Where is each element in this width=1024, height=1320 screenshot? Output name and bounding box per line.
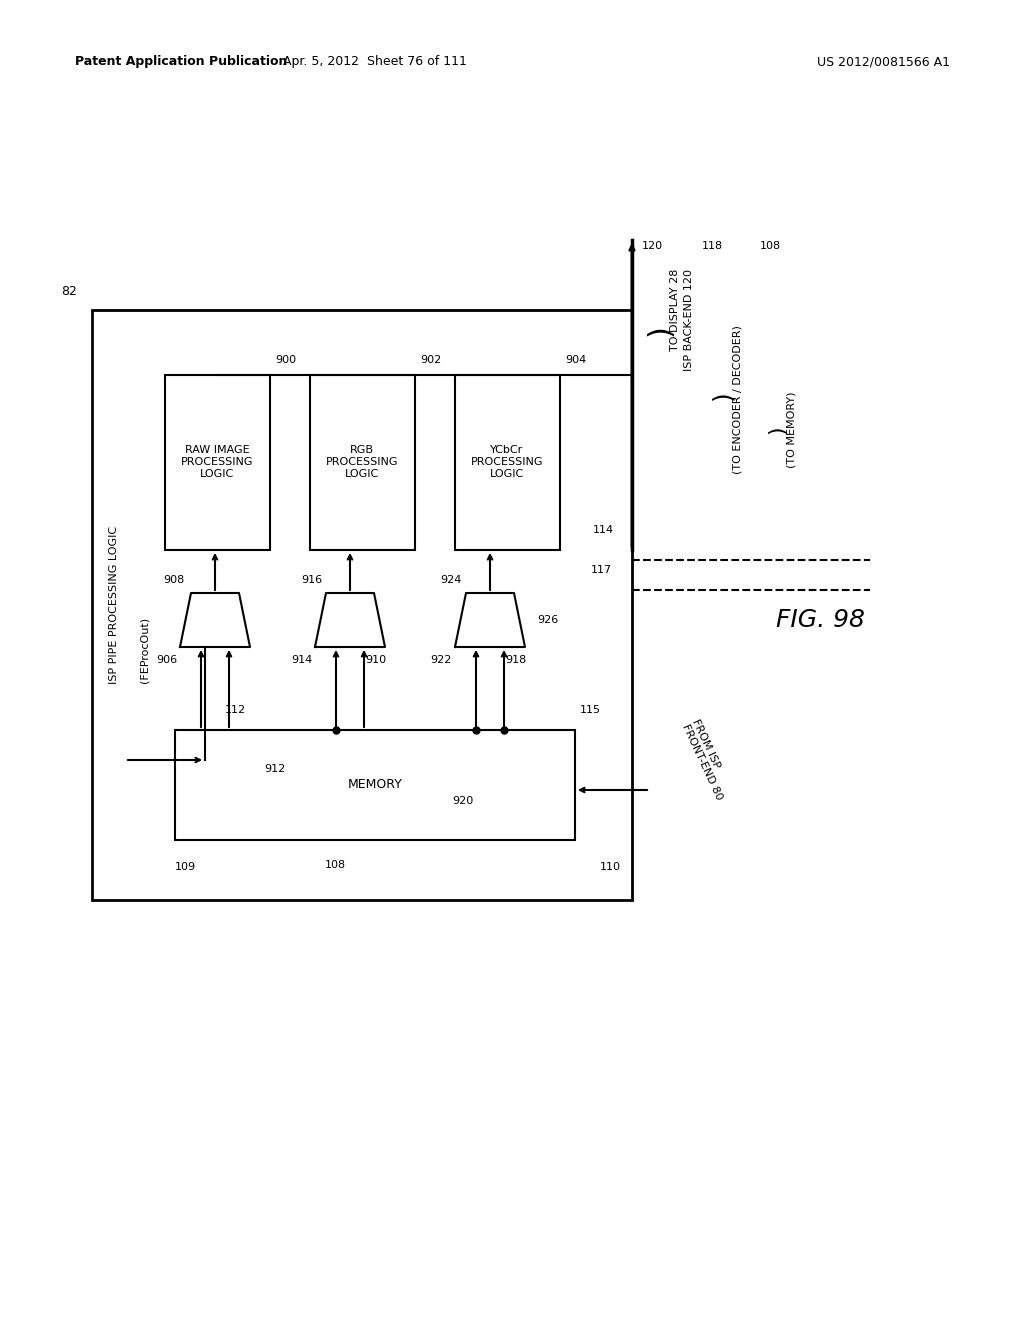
- Text: (FEProcOut): (FEProcOut): [140, 616, 150, 682]
- Text: 920: 920: [453, 796, 474, 807]
- Text: YCbCr
PROCESSING
LOGIC: YCbCr PROCESSING LOGIC: [471, 445, 544, 479]
- Text: TO DISPLAY 28: TO DISPLAY 28: [670, 269, 680, 351]
- Bar: [175, 730, 575, 840]
- Text: 109: 109: [174, 862, 196, 873]
- Text: 82: 82: [61, 285, 77, 298]
- Text: MEMORY: MEMORY: [347, 779, 402, 792]
- Text: 115: 115: [580, 705, 601, 715]
- Text: 120: 120: [641, 242, 663, 251]
- Text: US 2012/0081566 A1: US 2012/0081566 A1: [817, 55, 950, 69]
- Text: 916: 916: [301, 576, 322, 585]
- Text: 912: 912: [264, 763, 286, 774]
- Text: 117: 117: [591, 565, 612, 576]
- Text: ): ): [710, 391, 734, 400]
- Text: 926: 926: [537, 615, 558, 624]
- Text: 908: 908: [164, 576, 185, 585]
- Bar: [455, 375, 560, 550]
- Text: 110: 110: [599, 862, 621, 873]
- Text: 114: 114: [593, 525, 614, 535]
- Text: ISP PIPE PROCESSING LOGIC: ISP PIPE PROCESSING LOGIC: [109, 525, 119, 684]
- Text: 108: 108: [760, 242, 780, 251]
- Text: 918: 918: [505, 655, 526, 665]
- Text: 902: 902: [420, 355, 441, 366]
- Text: 112: 112: [225, 705, 246, 715]
- Text: ): ): [645, 325, 675, 335]
- Bar: [165, 375, 270, 550]
- Bar: [310, 375, 415, 550]
- Text: FROM ISP
FRONT-END 80: FROM ISP FRONT-END 80: [680, 718, 734, 803]
- Text: RAW IMAGE
PROCESSING
LOGIC: RAW IMAGE PROCESSING LOGIC: [181, 445, 253, 479]
- Text: 924: 924: [440, 576, 462, 585]
- Text: 914: 914: [291, 655, 312, 665]
- Text: ISP BACK-END 120: ISP BACK-END 120: [684, 269, 694, 371]
- Bar: [92, 310, 632, 900]
- Text: 906: 906: [156, 655, 177, 665]
- Text: 910: 910: [365, 655, 386, 665]
- Text: (TO ENCODER / DECODER): (TO ENCODER / DECODER): [732, 326, 742, 474]
- Text: 922: 922: [431, 655, 452, 665]
- Text: ): ): [767, 425, 787, 434]
- Text: RGB
PROCESSING
LOGIC: RGB PROCESSING LOGIC: [326, 445, 398, 479]
- Text: (TO MEMORY): (TO MEMORY): [787, 392, 797, 469]
- Text: Patent Application Publication: Patent Application Publication: [75, 55, 288, 69]
- Text: FIG. 98: FIG. 98: [775, 609, 864, 632]
- Text: Apr. 5, 2012  Sheet 76 of 111: Apr. 5, 2012 Sheet 76 of 111: [283, 55, 467, 69]
- Text: 900: 900: [275, 355, 296, 366]
- Text: 118: 118: [701, 242, 723, 251]
- Text: 904: 904: [565, 355, 587, 366]
- Text: 108: 108: [325, 861, 345, 870]
